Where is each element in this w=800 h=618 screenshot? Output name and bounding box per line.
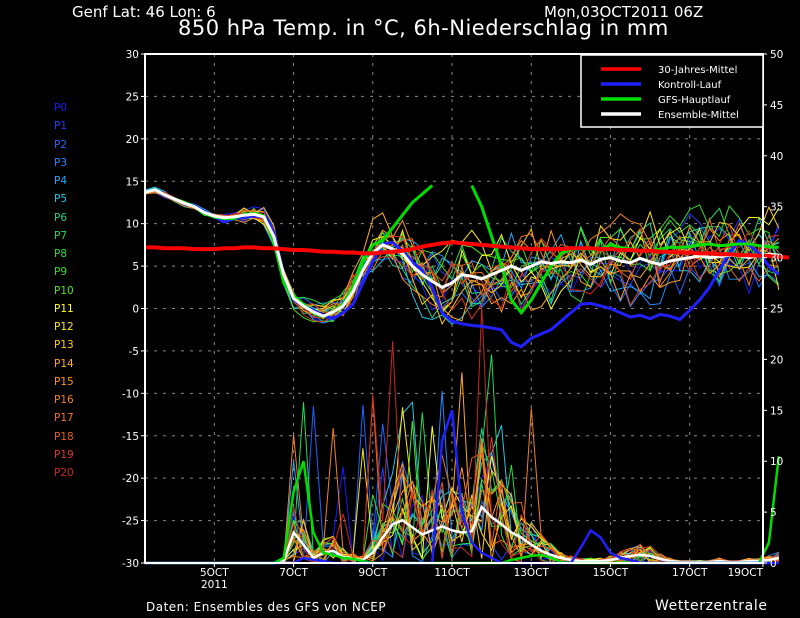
chart-title: 850 hPa Temp. in °C, 6h-Niederschlag in … bbox=[178, 16, 669, 40]
member-label-p18: P18 bbox=[54, 430, 74, 443]
member-label-p7: P7 bbox=[54, 229, 68, 242]
left-tick-label: -5 bbox=[129, 346, 139, 358]
member-label-p8: P8 bbox=[54, 248, 68, 260]
left-tick-label: -15 bbox=[122, 431, 139, 443]
x-tick-label: 7OCT bbox=[279, 567, 308, 579]
legend-label-30-jahres-mittel: 30-Jahres-Mittel bbox=[658, 65, 737, 76]
left-tick-label: -30 bbox=[122, 558, 139, 570]
left-tick-label: 30 bbox=[126, 49, 139, 61]
left-tick-label: 10 bbox=[126, 219, 139, 231]
member-label-p5: P5 bbox=[54, 193, 68, 206]
right-tick-label: 45 bbox=[770, 100, 783, 112]
member-precip-line-p12 bbox=[145, 407, 779, 564]
right-tick-label: 20 bbox=[770, 354, 783, 366]
left-tick-label: -20 bbox=[122, 473, 139, 485]
right-tick-label: 40 bbox=[770, 151, 783, 163]
member-label-p15: P15 bbox=[54, 375, 74, 388]
data-source-label: Daten: Ensembles des GFS von NCEP bbox=[146, 600, 387, 614]
member-label-p16: P16 bbox=[54, 394, 74, 406]
member-precip-line-p20 bbox=[145, 307, 779, 564]
member-precip-line-p2 bbox=[145, 404, 780, 564]
member-precip-line-p5 bbox=[145, 400, 779, 564]
left-tick-label: 0 bbox=[132, 304, 139, 316]
x-tick-label: 13OCT bbox=[514, 567, 550, 579]
right-tick-label: 35 bbox=[770, 202, 783, 214]
member-label-p3: P3 bbox=[54, 156, 68, 169]
member-list: P0 P1 P2 P3 P4 P5 P6 P7 P8 P9 P10 P11 P12 P13 P14 P15 P1… bbox=[54, 101, 74, 484]
x-tick-sublabel: 2011 bbox=[201, 579, 228, 591]
x-tick-label: 19OCT bbox=[728, 567, 764, 579]
right-tick-label: 10 bbox=[770, 456, 783, 468]
member-precip-line-p3 bbox=[145, 390, 779, 564]
member-precip-line-p13 bbox=[145, 468, 780, 564]
brand-label: Wetterzentrale bbox=[655, 598, 768, 614]
temp-line-kontroll-lauf bbox=[144, 188, 780, 349]
temp-line-30-jahres-mittel bbox=[145, 240, 789, 260]
member-precip-line-p17 bbox=[145, 397, 779, 564]
legend-label-ensemble-mittel: Ensemble-Mittel bbox=[658, 110, 739, 121]
left-tick-label: 20 bbox=[126, 134, 139, 146]
run-date-label: Mon,03OCT2011 06Z bbox=[544, 3, 704, 21]
legend-label-kontroll-lauf: Kontroll-Lauf bbox=[658, 80, 722, 91]
member-label-p1: P1 bbox=[54, 120, 68, 133]
member-label-p9: P9 bbox=[54, 266, 68, 279]
member-label-p6: P6 bbox=[54, 211, 68, 224]
right-tick-label: 30 bbox=[770, 253, 783, 265]
x-tick-label: 9OCT bbox=[358, 567, 387, 579]
x-tick-label: 15OCT bbox=[593, 567, 629, 579]
temp-line-ensemble-mittel bbox=[144, 188, 779, 318]
member-label-p14: P14 bbox=[54, 357, 74, 370]
member-temp-line-p15 bbox=[144, 192, 780, 319]
member-label-p20: P20 bbox=[54, 467, 74, 479]
member-label-p12: P12 bbox=[54, 321, 74, 333]
left-tick-label: -10 bbox=[122, 388, 139, 400]
x-tick-label: 5OCT bbox=[200, 567, 229, 579]
right-tick-label: 5 bbox=[770, 507, 777, 519]
member-label-p11: P11 bbox=[54, 302, 74, 315]
member-label-p0: P0 bbox=[54, 102, 68, 114]
left-tick-label: 25 bbox=[126, 91, 139, 103]
right-tick-label: 25 bbox=[770, 304, 783, 316]
legend-label-gfs-hauptlauf: GFS-Hauptlauf bbox=[658, 95, 731, 106]
x-tick-label: 17OCT bbox=[672, 567, 708, 579]
left-tick-label: 5 bbox=[132, 261, 139, 273]
member-label-p10: P10 bbox=[54, 284, 74, 297]
right-tick-label: 50 bbox=[770, 49, 783, 61]
left-tick-label: -25 bbox=[122, 516, 139, 528]
x-tick-label: 11OCT bbox=[434, 567, 470, 579]
member-label-p4: P4 bbox=[54, 175, 68, 187]
location-label: Genf Lat: 46 Lon: 6 bbox=[72, 3, 216, 21]
right-tick-label: 15 bbox=[770, 405, 783, 417]
left-tick-label: 15 bbox=[126, 176, 139, 188]
member-temp-line-p11 bbox=[144, 189, 780, 313]
member-label-p13: P13 bbox=[54, 339, 74, 352]
member-label-p19: P19 bbox=[54, 448, 74, 461]
member-label-p17: P17 bbox=[54, 412, 74, 425]
member-label-p2: P2 bbox=[54, 138, 68, 151]
right-tick-label: 0 bbox=[770, 558, 777, 570]
